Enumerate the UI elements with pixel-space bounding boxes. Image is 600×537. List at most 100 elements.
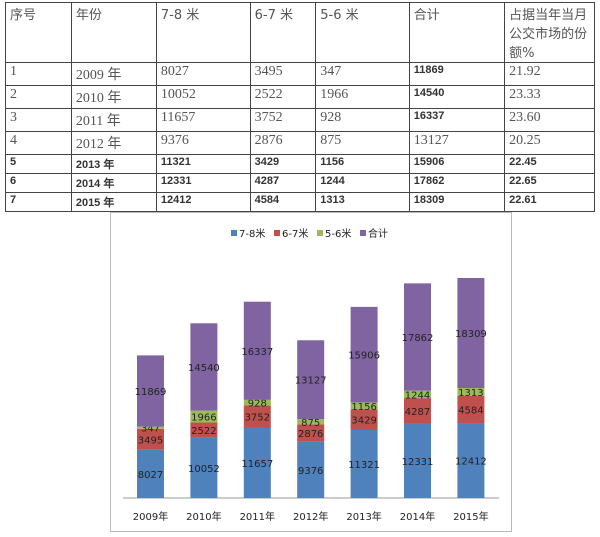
data-label: 18309 <box>455 329 487 340</box>
data-label: 1156 <box>351 402 376 413</box>
data-label: 11657 <box>241 459 273 470</box>
data-label: 4287 <box>405 407 430 418</box>
table-cell: 12331 <box>155 173 251 193</box>
table-cell: 2522 <box>249 85 317 109</box>
legend-swatch <box>274 230 280 236</box>
data-label: 11321 <box>348 460 380 471</box>
table-cell: 2014 年 <box>70 173 157 193</box>
data-label: 12331 <box>402 457 434 468</box>
table-cell: 7 <box>5 192 72 212</box>
column-header: 占据当年当月公交市场的份额% <box>504 2 595 63</box>
data-label: 11869 <box>135 387 167 398</box>
x-tick-label: 2011年 <box>240 510 275 523</box>
column-header: 5-6 米 <box>315 2 410 63</box>
table-cell: 2015 年 <box>70 192 157 212</box>
table-cell: 16337 <box>408 108 506 132</box>
data-label: 8027 <box>138 470 163 481</box>
data-label: 13127 <box>295 376 327 387</box>
bar-segment <box>297 424 325 442</box>
table-row: 3 2011 年 11657 3752 928 16337 23.60 <box>5 108 595 132</box>
bar-segment <box>457 423 485 498</box>
table-cell: 2010 年 <box>70 85 157 109</box>
data-table: 序号 年份 7-8 米 6-7 米 5-6 米合计 占据当年当月公交市场的份额% 1 2009… <box>5 2 595 212</box>
table-cell: 15906 <box>408 154 506 174</box>
table-cell: 22.65 <box>504 173 595 193</box>
data-label: 928 <box>248 399 267 410</box>
bar-segment <box>243 427 271 498</box>
data-label: 14540 <box>188 363 220 374</box>
table-cell: 11869 <box>408 62 506 86</box>
bar-segment <box>404 398 431 424</box>
table-cell: 4 <box>5 131 72 155</box>
table-cell: 20.25 <box>504 131 595 155</box>
table-cell: 8027 <box>155 62 251 86</box>
table-cell: 11321 <box>155 154 251 174</box>
data-label: 10052 <box>188 464 220 475</box>
x-tick-label: 2009年 <box>133 510 168 523</box>
column-header: 年份 <box>70 2 157 63</box>
legend-swatch <box>360 230 366 236</box>
x-tick-label: 2015年 <box>453 510 488 523</box>
table-cell: 3 <box>5 108 72 132</box>
bar-segment <box>297 441 325 498</box>
bar-segment <box>350 429 378 498</box>
table-row: 7 2015 年 12412 4584 1313 18309 22.61 <box>5 192 595 212</box>
table-row: 4 2012 年 9376 2876 875 13127 20.25 <box>5 131 595 155</box>
table-cell: 5 <box>5 154 72 174</box>
table-cell: 2011 年 <box>70 108 157 132</box>
bar-segment <box>297 340 325 420</box>
table-cell: 22.45 <box>504 154 595 174</box>
table-cell: 22.61 <box>504 192 595 212</box>
table-row: 6 2014 年 12331 4287 1244 17862 22.65 <box>5 173 595 193</box>
table-cell: 1 <box>5 62 72 86</box>
data-label: 2876 <box>298 429 323 440</box>
table-row: 2 2010 年 10052 2522 1966 14540 23.33 <box>5 85 595 109</box>
data-label: 3495 <box>138 435 163 446</box>
table-cell: 3752 <box>249 108 317 132</box>
table-cell: 928 <box>315 108 410 132</box>
x-tick-label: 2010年 <box>186 510 221 523</box>
data-label: 2522 <box>191 426 216 437</box>
column-header: 7-8 米 <box>155 2 251 63</box>
table-cell: 1156 <box>315 154 410 174</box>
table-cell: 4584 <box>249 192 317 212</box>
x-tick-label: 2012年 <box>293 510 328 523</box>
table-cell: 18309 <box>408 192 506 212</box>
table-cell: 2012 年 <box>70 131 157 155</box>
column-header: 序号 <box>5 2 72 63</box>
bar-segment <box>457 388 485 396</box>
bar-segment <box>350 306 378 403</box>
table-cell: 2009 年 <box>70 62 157 86</box>
table-cell: 1313 <box>315 192 410 212</box>
bar-segment <box>457 395 485 424</box>
table-cell: 14540 <box>408 85 506 109</box>
bar-segment <box>243 405 271 428</box>
x-tick-label: 2014年 <box>400 510 435 523</box>
bar-segment <box>190 323 218 411</box>
bar-segment <box>243 399 271 406</box>
bar-segment <box>350 409 378 430</box>
data-label: 3752 <box>245 413 270 424</box>
data-label: 4584 <box>458 406 483 417</box>
legend-label: 6-7米 <box>282 227 308 240</box>
x-tick-label: 2013年 <box>346 510 381 523</box>
bar-segment <box>243 301 271 400</box>
table-cell: 9376 <box>155 131 251 155</box>
data-label: 1244 <box>405 390 430 401</box>
bar-segment <box>350 402 378 410</box>
bar-segment <box>190 437 218 498</box>
bar-segment <box>190 410 218 423</box>
table-cell: 6 <box>5 173 72 193</box>
bar-segment <box>190 422 218 438</box>
bar-segment <box>137 355 164 427</box>
column-header: 6-7 米 <box>249 2 317 63</box>
data-label: 9376 <box>298 466 323 477</box>
legend-swatch <box>231 230 237 236</box>
data-label: 347 <box>141 424 160 435</box>
bar-segment <box>404 390 431 399</box>
table-cell: 347 <box>315 62 410 86</box>
table-row: 5 2013 年 11321 3429 1156 15906 22.45 <box>5 154 595 174</box>
table-cell: 1244 <box>315 173 410 193</box>
table-cell: 13127 <box>408 131 506 155</box>
bar-segment <box>137 426 164 429</box>
